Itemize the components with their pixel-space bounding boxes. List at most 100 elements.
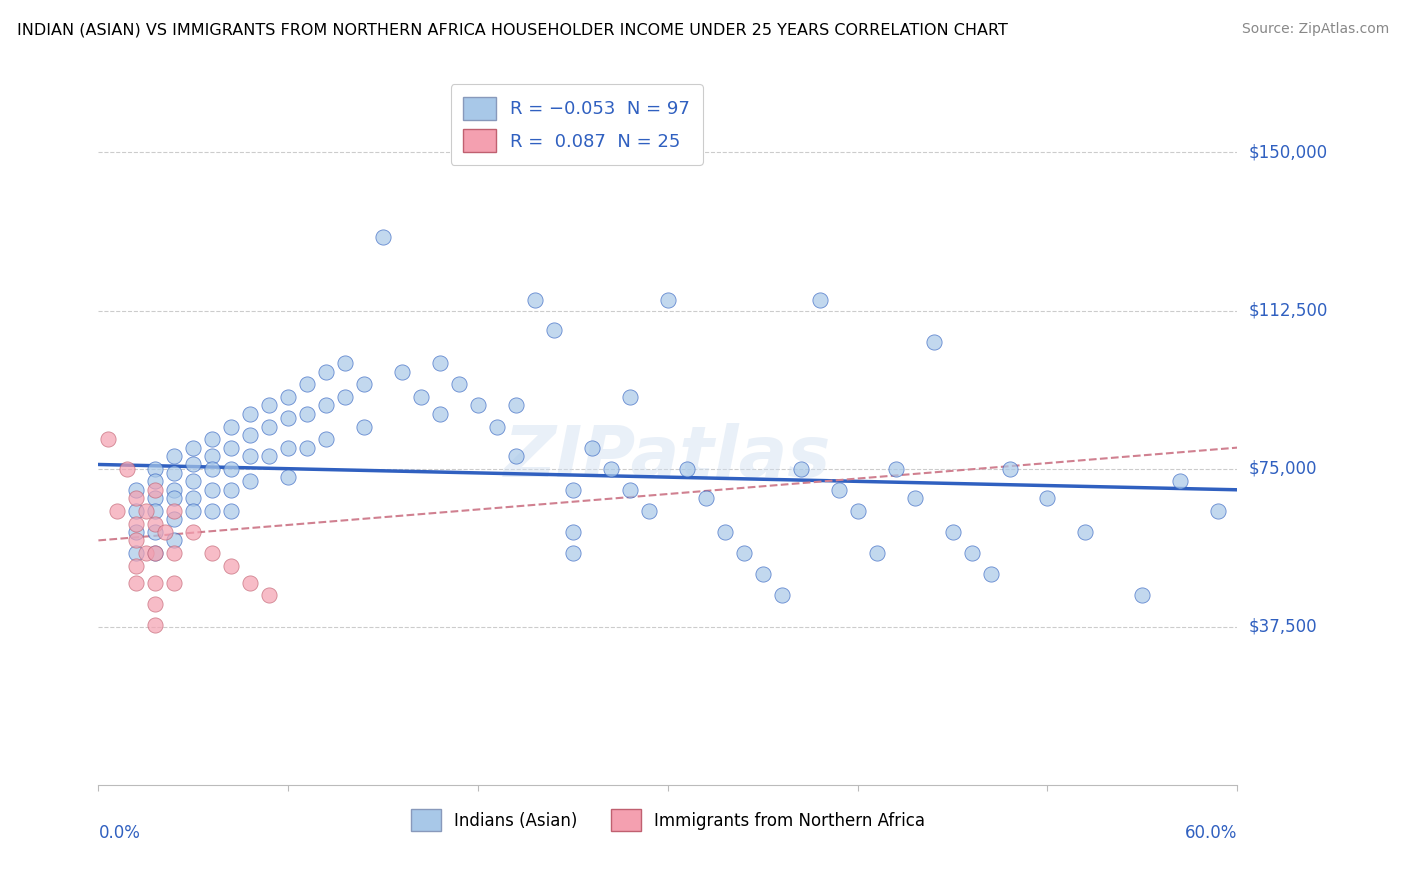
Point (259, 399, 281, 413)
Point (277, 470, 299, 484)
Point (145, 597, 167, 611)
Point (163, 483, 186, 497)
Point (808, 293, 831, 307)
Point (221, 483, 243, 497)
Point (505, 449, 527, 463)
Point (277, 390, 299, 404)
Text: INDIAN (ASIAN) VS IMMIGRANTS FROM NORTHERN AFRICA HOUSEHOLDER INCOME UNDER 25 YE: INDIAN (ASIAN) VS IMMIGRANTS FROM NORTHE… (17, 22, 1008, 37)
Point (125, 558, 148, 573)
Point (1074, 524, 1097, 539)
Point (998, 461, 1021, 475)
Point (979, 567, 1001, 582)
Point (429, 356, 451, 370)
Point (221, 461, 243, 475)
Point (145, 546, 167, 560)
Point (239, 575, 262, 590)
Point (145, 475, 167, 489)
Point (259, 588, 281, 602)
Point (135, 504, 157, 518)
Point (97, 432, 120, 446)
Point (145, 491, 167, 506)
Point (1036, 491, 1059, 506)
Point (201, 461, 224, 475)
Point (371, 229, 394, 244)
Point (922, 335, 945, 350)
Point (277, 411, 299, 425)
Point (562, 483, 585, 497)
Point (391, 365, 413, 379)
Point (733, 546, 755, 560)
Point (562, 546, 585, 560)
Point (125, 504, 148, 518)
Point (183, 458, 205, 472)
Point (201, 504, 224, 518)
Text: $150,000: $150,000 (1249, 144, 1327, 161)
Point (353, 377, 375, 392)
Point (562, 524, 585, 539)
Point (163, 466, 186, 480)
Point (221, 441, 243, 455)
Point (163, 449, 186, 463)
Point (429, 407, 451, 421)
Point (790, 461, 813, 475)
Point (543, 322, 565, 336)
Point (239, 449, 262, 463)
Text: $37,500: $37,500 (1249, 618, 1317, 636)
Point (619, 483, 641, 497)
Point (277, 441, 299, 455)
Point (486, 419, 509, 434)
Point (942, 524, 965, 539)
Point (353, 419, 375, 434)
Text: 0.0%: 0.0% (98, 824, 141, 842)
Point (115, 461, 138, 475)
Text: 60.0%: 60.0% (1185, 824, 1237, 842)
Point (335, 390, 357, 404)
Point (1170, 475, 1192, 489)
Point (125, 524, 148, 539)
Point (239, 475, 262, 489)
Point (884, 461, 907, 475)
Point (183, 504, 205, 518)
Point (411, 390, 433, 404)
Point (163, 512, 186, 526)
Point (163, 575, 186, 590)
Text: ZIPatlas: ZIPatlas (505, 424, 831, 492)
Point (145, 524, 167, 539)
Point (524, 293, 547, 307)
Point (239, 428, 262, 442)
Point (135, 546, 157, 560)
Text: $112,500: $112,500 (1249, 301, 1327, 319)
Point (201, 546, 224, 560)
Point (1132, 588, 1154, 602)
Point (714, 524, 737, 539)
Point (145, 461, 167, 475)
Point (107, 504, 129, 518)
Point (676, 461, 699, 475)
Point (183, 491, 205, 506)
Point (145, 504, 167, 518)
Point (866, 546, 889, 560)
Point (183, 524, 205, 539)
Point (125, 546, 148, 560)
Point (505, 399, 527, 413)
Point (125, 516, 148, 531)
Point (163, 546, 186, 560)
Point (183, 441, 205, 455)
Text: Source: ZipAtlas.com: Source: ZipAtlas.com (1241, 22, 1389, 37)
Point (315, 365, 337, 379)
Point (201, 432, 224, 446)
Point (828, 483, 851, 497)
Point (145, 516, 167, 531)
Point (239, 407, 262, 421)
Point (163, 504, 186, 518)
Point (153, 524, 176, 539)
Point (657, 293, 679, 307)
Point (221, 558, 243, 573)
Point (619, 390, 641, 404)
Point (145, 617, 167, 632)
Point (449, 377, 471, 392)
Point (1208, 504, 1230, 518)
Point (695, 491, 717, 506)
Point (467, 399, 489, 413)
Point (315, 432, 337, 446)
